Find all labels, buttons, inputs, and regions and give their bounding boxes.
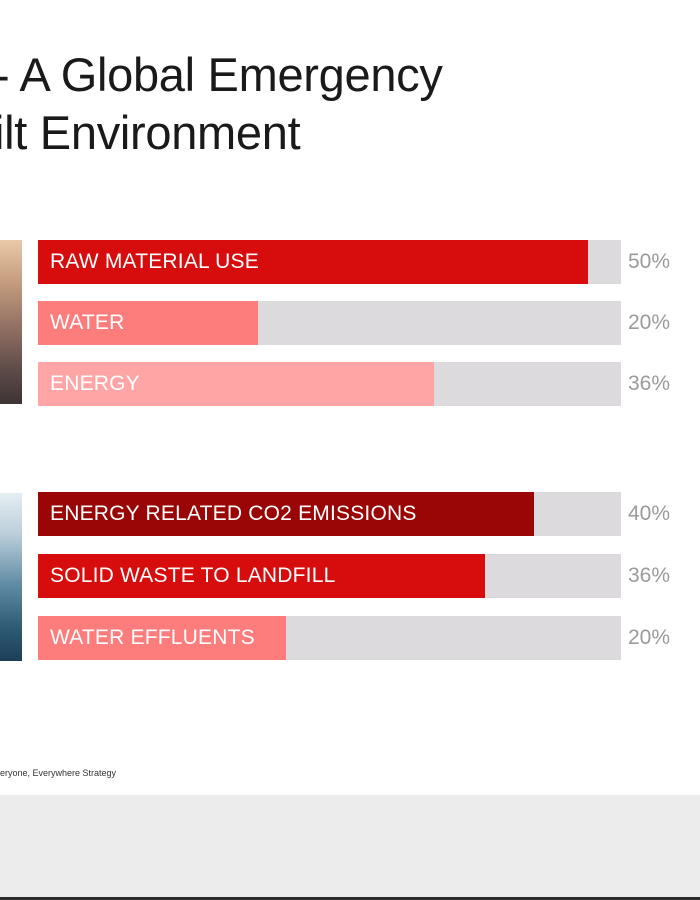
bar bbox=[38, 616, 286, 660]
bar-row: ENERGY RELATED CO2 EMISSIONS bbox=[38, 492, 621, 536]
source-footnote: eryone, Everywhere Strategy bbox=[0, 768, 117, 778]
bar bbox=[38, 554, 485, 598]
bar-row: RAW MATERIAL USE bbox=[38, 240, 621, 284]
bar-value-label: 36% bbox=[628, 372, 671, 395]
bar-row: WATER EFFLUENTS bbox=[38, 616, 621, 660]
bar-label: RAW MATERIAL USE bbox=[50, 250, 259, 273]
slide-footer-band bbox=[0, 795, 700, 897]
bar-label: WATER EFFLUENTS bbox=[50, 626, 255, 649]
bar-value-label: 36% bbox=[628, 564, 671, 587]
bar bbox=[38, 362, 434, 406]
bar-row: WATER bbox=[38, 301, 621, 345]
bar-value-label: 20% bbox=[628, 311, 671, 334]
bar bbox=[38, 240, 588, 284]
bar-label: ENERGY bbox=[50, 372, 140, 395]
ocean-photo bbox=[0, 493, 22, 661]
bar-label: SOLID WASTE TO LANDFILL bbox=[50, 564, 336, 587]
slide-title-line-1: - A Global Emergency bbox=[0, 48, 443, 101]
sunset-photo bbox=[0, 240, 22, 404]
slide-bottom-edge bbox=[0, 897, 700, 900]
bar bbox=[38, 301, 258, 345]
bar bbox=[38, 492, 534, 536]
bar-label: ENERGY RELATED CO2 EMISSIONS bbox=[50, 502, 417, 525]
slide-title-line-2: ilt Environment bbox=[0, 106, 301, 159]
bar-label: WATER bbox=[50, 311, 125, 334]
bar-value-label: 40% bbox=[628, 502, 671, 525]
bar-value-label: 20% bbox=[628, 626, 671, 649]
bar-value-label: 50% bbox=[628, 250, 671, 273]
bar-row: ENERGY bbox=[38, 362, 621, 406]
bar-row: SOLID WASTE TO LANDFILL bbox=[38, 554, 621, 598]
slide-title: - A Global Emergency ilt Environment bbox=[0, 46, 443, 162]
